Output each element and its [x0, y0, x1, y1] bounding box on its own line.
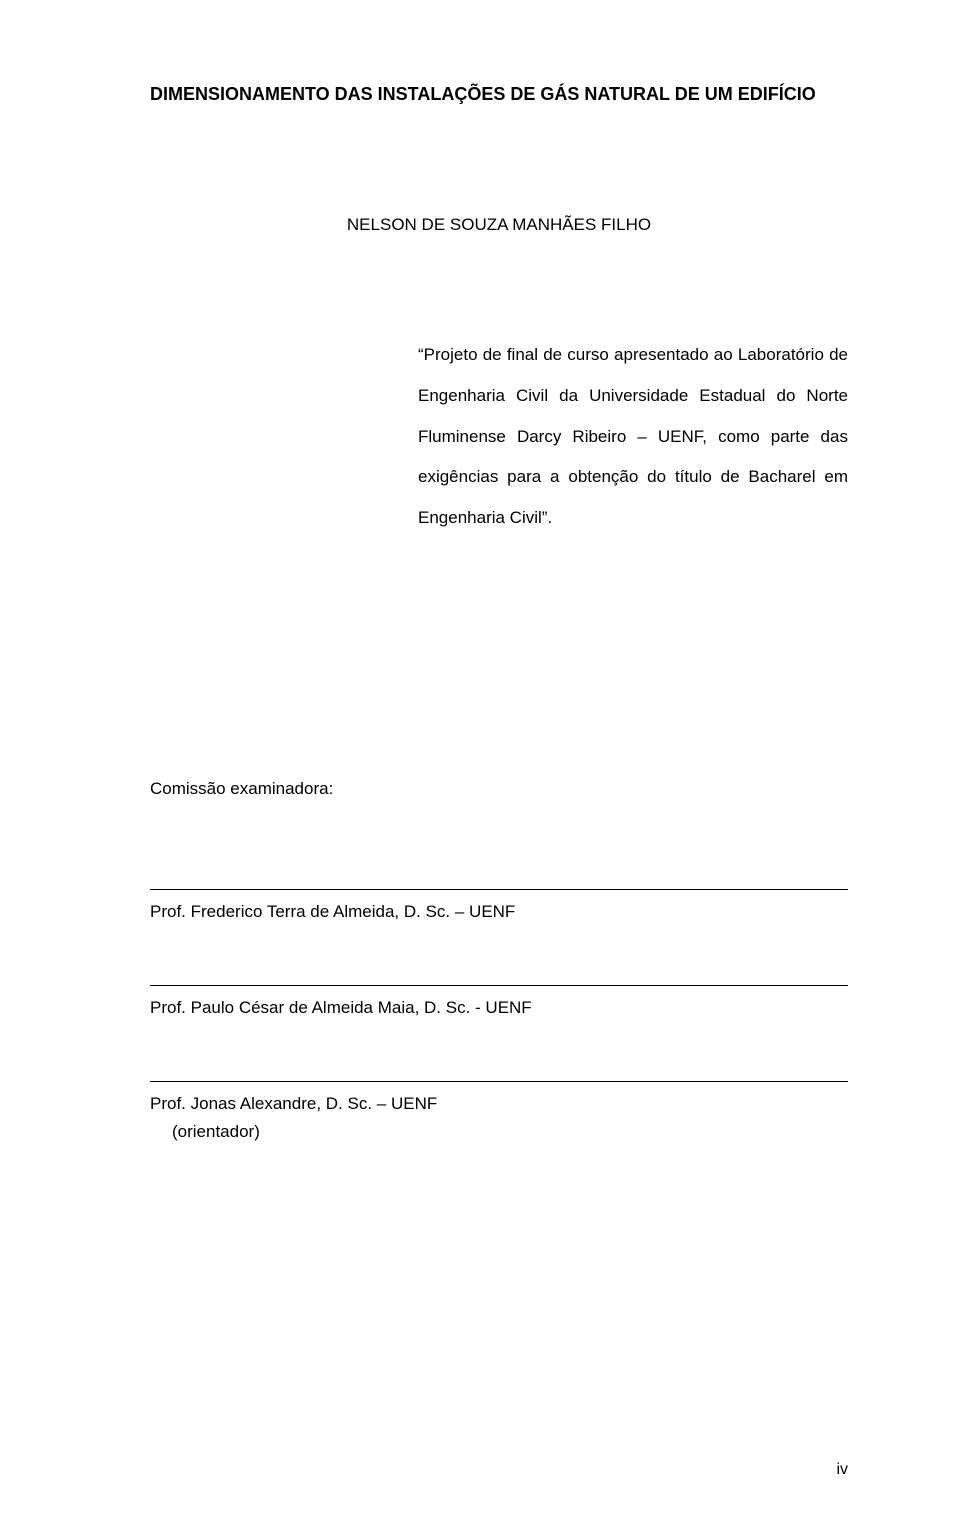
description-block: Projeto de final de curso apresentado ao… [418, 335, 848, 539]
document-title: DIMENSIONAMENTO DAS INSTALAÇÕES DE GÁS N… [150, 84, 848, 105]
signature-line [150, 985, 848, 986]
examiner-block: Prof. Jonas Alexandre, D. Sc. – UENF (or… [150, 1081, 848, 1144]
examiner-role: (orientador) [150, 1118, 848, 1145]
committee-title: Comissão examinadora: [150, 779, 848, 799]
description-text: Projeto de final de curso apresentado ao… [418, 345, 848, 527]
page-number: iv [836, 1461, 848, 1479]
desc-line: Fluminense Darcy Ribeiro – UENF, como [418, 427, 760, 446]
examiner-block: Prof. Paulo César de Almeida Maia, D. Sc… [150, 985, 848, 1021]
desc-line: Projeto de final de curso apresentado ao [424, 345, 733, 364]
examiner-name: Prof. Jonas Alexandre, D. Sc. – UENF [150, 1090, 848, 1117]
examiner-name: Prof. Paulo César de Almeida Maia, D. Sc… [150, 994, 848, 1021]
signature-line [150, 1081, 848, 1082]
author-name: NELSON DE SOUZA MANHÃES FILHO [150, 215, 848, 235]
examiner-block: Prof. Frederico Terra de Almeida, D. Sc.… [150, 889, 848, 925]
quote-close [542, 508, 548, 527]
examiner-name: Prof. Frederico Terra de Almeida, D. Sc.… [150, 898, 848, 925]
signature-line [150, 889, 848, 890]
desc-line: Universidade Estadual do Norte [589, 386, 848, 405]
